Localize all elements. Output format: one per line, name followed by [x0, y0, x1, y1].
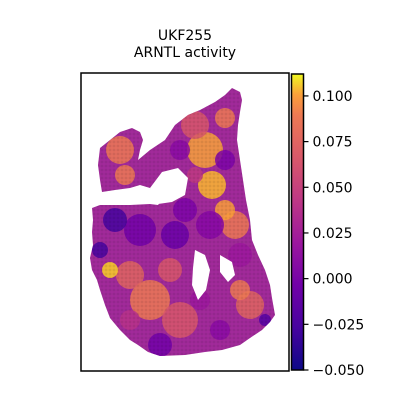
colorbar-tick-label: −0.050 — [313, 363, 365, 379]
colorbar-tick-label: −0.025 — [313, 317, 365, 333]
colorbar-tick-label: 0.050 — [313, 180, 353, 196]
plot-frame — [80, 72, 290, 372]
chart-title-line-1: UKF255 — [158, 28, 212, 44]
chart-title-line-2: ARNTL activity — [134, 45, 236, 61]
colorbar-tick-label: 0.000 — [313, 272, 353, 288]
tissue-heatmap — [90, 88, 275, 356]
colorbar-tick-label: 0.025 — [313, 226, 353, 242]
colorbar-ticks: 0.100 0.075 0.050 0.025 0.000 −0.025 −0.050 — [303, 89, 365, 379]
colorbar-tick-label: 0.075 — [313, 135, 353, 151]
tissue-gaps — [150, 168, 235, 300]
colorbar-tick-label: 0.100 — [313, 89, 353, 105]
colorbar-gradient — [290, 73, 305, 371]
colorbar: 0.100 0.075 0.050 0.025 0.000 −0.025 −0.050 — [290, 73, 365, 379]
